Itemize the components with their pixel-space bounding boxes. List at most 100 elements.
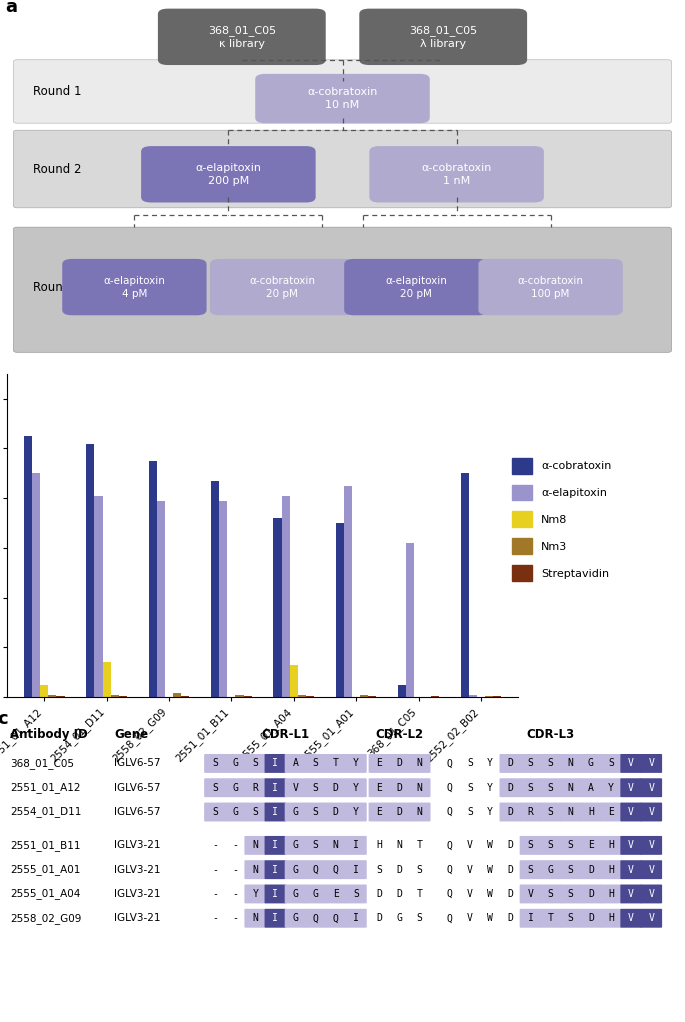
Bar — [24, 436, 32, 697]
FancyBboxPatch shape — [285, 836, 306, 854]
FancyBboxPatch shape — [285, 861, 306, 879]
Text: S: S — [416, 914, 423, 923]
Text: S: S — [608, 758, 614, 769]
FancyBboxPatch shape — [560, 909, 582, 928]
FancyBboxPatch shape — [520, 754, 541, 773]
Text: S: S — [467, 807, 473, 817]
FancyBboxPatch shape — [499, 802, 521, 822]
FancyBboxPatch shape — [540, 779, 562, 797]
Bar — [149, 461, 157, 697]
Text: S: S — [527, 865, 534, 875]
Bar — [211, 480, 219, 697]
Text: D: D — [508, 758, 513, 769]
Text: N: N — [568, 807, 573, 817]
Text: Round 2: Round 2 — [33, 162, 82, 176]
FancyBboxPatch shape — [158, 8, 325, 65]
Text: -: - — [232, 865, 238, 875]
Text: IGLV3-21: IGLV3-21 — [114, 914, 161, 923]
FancyBboxPatch shape — [210, 259, 354, 316]
Text: D: D — [588, 914, 594, 923]
Text: V: V — [649, 889, 654, 899]
FancyBboxPatch shape — [245, 884, 266, 903]
FancyBboxPatch shape — [264, 884, 286, 903]
Text: V: V — [628, 783, 634, 793]
Text: I: I — [273, 865, 278, 875]
Text: IGLV6-57: IGLV6-57 — [114, 807, 161, 817]
FancyBboxPatch shape — [345, 909, 366, 928]
Text: Q: Q — [313, 914, 319, 923]
FancyBboxPatch shape — [305, 909, 327, 928]
Text: S: S — [416, 865, 423, 875]
Text: IGLV6-57: IGLV6-57 — [114, 783, 161, 793]
Text: 368_01_C05
λ library: 368_01_C05 λ library — [409, 25, 477, 49]
Text: D: D — [508, 889, 513, 899]
FancyBboxPatch shape — [499, 779, 521, 797]
FancyBboxPatch shape — [640, 861, 662, 879]
FancyBboxPatch shape — [560, 802, 582, 822]
Text: S: S — [313, 783, 319, 793]
FancyBboxPatch shape — [520, 779, 541, 797]
Text: S: S — [548, 807, 553, 817]
FancyBboxPatch shape — [640, 754, 662, 773]
FancyBboxPatch shape — [305, 836, 327, 854]
Bar — [298, 695, 306, 697]
FancyBboxPatch shape — [540, 884, 562, 903]
Text: CDR-L1: CDR-L1 — [262, 728, 310, 741]
Bar — [290, 664, 298, 697]
Text: H: H — [588, 807, 594, 817]
Text: T: T — [416, 889, 423, 899]
Text: Q: Q — [447, 865, 453, 875]
Text: V: V — [649, 914, 654, 923]
Text: V: V — [628, 914, 634, 923]
Text: Round 1: Round 1 — [33, 85, 82, 98]
FancyBboxPatch shape — [600, 884, 622, 903]
Text: W: W — [487, 865, 493, 875]
FancyBboxPatch shape — [389, 754, 410, 773]
Bar — [360, 695, 369, 697]
Text: Y: Y — [353, 807, 359, 817]
Text: IGLV6-57: IGLV6-57 — [114, 758, 161, 769]
Text: Y: Y — [487, 758, 493, 769]
Text: W: W — [487, 889, 493, 899]
Bar — [95, 496, 103, 697]
FancyBboxPatch shape — [264, 861, 286, 879]
Text: S: S — [548, 783, 553, 793]
Text: Y: Y — [252, 889, 258, 899]
Text: H: H — [608, 889, 614, 899]
Text: V: V — [649, 840, 654, 850]
Text: H: H — [608, 840, 614, 850]
Text: Q: Q — [447, 783, 453, 793]
FancyBboxPatch shape — [369, 146, 544, 202]
Bar — [336, 523, 344, 697]
Text: α-elapitoxin
4 pM: α-elapitoxin 4 pM — [103, 276, 165, 298]
FancyBboxPatch shape — [621, 779, 642, 797]
Text: V: V — [467, 889, 473, 899]
Text: α-cobratoxin
20 pM: α-cobratoxin 20 pM — [249, 276, 315, 298]
Bar — [103, 662, 111, 697]
Text: H: H — [377, 840, 382, 850]
Text: V: V — [649, 758, 654, 769]
Text: Q: Q — [447, 807, 453, 817]
Text: S: S — [212, 807, 218, 817]
Text: N: N — [252, 865, 258, 875]
Text: G: G — [232, 758, 238, 769]
Text: D: D — [397, 758, 403, 769]
Text: 2555_01_A01: 2555_01_A01 — [10, 865, 81, 875]
FancyBboxPatch shape — [600, 802, 622, 822]
Text: N: N — [333, 840, 338, 850]
Text: a: a — [5, 0, 18, 16]
Text: H: H — [608, 865, 614, 875]
Text: D: D — [377, 914, 382, 923]
Text: W: W — [487, 840, 493, 850]
FancyBboxPatch shape — [621, 909, 642, 928]
Legend: α-cobratoxin, α-elapitoxin, Nm8, Nm3, Streptavidin: α-cobratoxin, α-elapitoxin, Nm8, Nm3, St… — [508, 454, 616, 586]
FancyBboxPatch shape — [264, 754, 286, 773]
Bar — [469, 695, 477, 697]
Bar — [111, 695, 119, 697]
FancyBboxPatch shape — [580, 861, 601, 879]
Text: -: - — [212, 914, 218, 923]
Bar — [398, 685, 406, 697]
Text: T: T — [548, 914, 553, 923]
Text: G: G — [232, 783, 238, 793]
Text: G: G — [397, 914, 403, 923]
